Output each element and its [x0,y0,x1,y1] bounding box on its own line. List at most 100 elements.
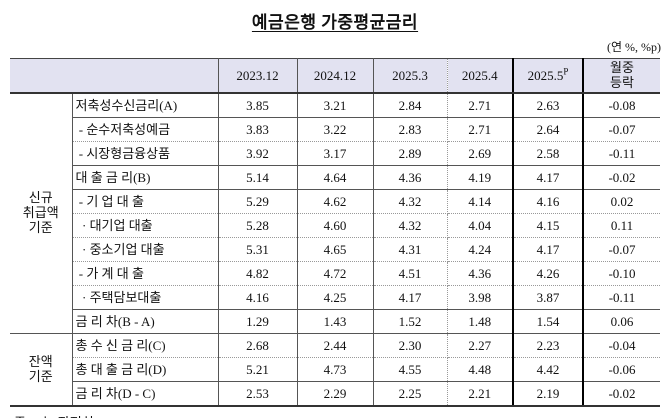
cell-value: 4.25 [297,285,374,310]
cell-value: 4.60 [297,213,374,238]
table-row: 잔액 기준 총 수 신 금 리(C) 2.68 2.44 2.30 2.27 2.… [10,333,660,407]
cell-value: 4.48 [447,357,513,382]
cell-value: 2.83 [373,117,448,142]
cell-value: 2.89 [373,141,448,166]
cell-value: 1.43 [297,309,374,334]
cell-value: -0.11 [583,285,660,310]
group-label-line: 기준 [28,219,53,235]
cell-value: 5.14 [218,165,298,190]
cell-value: 4.32 [373,189,448,214]
header-corner-cell [10,58,219,94]
cell-value: 2.71 [447,117,513,142]
row-label: 대 출 금 리(B) [71,165,219,190]
cell-value: 2.71 [447,93,513,118]
col-header-2025-4: 2025.4 [447,58,513,94]
group-label-balance-basis: 잔액 기준 [10,333,73,407]
table-row: 금 리 차(B - A) 1.29 1.43 1.52 1.48 1.54 0.… [10,309,660,334]
cell-value: 2.53 [218,381,298,407]
group-label-line: 기준 [28,368,53,384]
row-label: 금 리 차(B - A) [71,309,219,334]
cell-value: 4.15 [512,213,584,238]
cell-value: 3.21 [297,93,374,118]
cell-value: 4.16 [512,189,584,214]
row-label: - 순수저축성예금 [71,117,219,142]
row-label: 총 수 신 금 리(C) [71,333,219,358]
cell-value: 4.14 [447,189,513,214]
cell-value: 4.04 [447,213,513,238]
cell-value: 2.84 [373,93,448,118]
table-row: - 순수저축성예금 3.83 3.22 2.83 2.71 2.64 -0.07 [10,117,660,142]
cell-value: 2.30 [373,333,448,358]
cell-value: 4.31 [373,237,448,262]
cell-value: 3.85 [218,93,298,118]
cell-value: 4.62 [297,189,374,214]
row-label: - 시장형금융상품 [71,141,219,166]
cell-value: 4.51 [373,261,448,286]
cell-value: 4.19 [447,165,513,190]
cell-value: 4.65 [297,237,374,262]
cell-value: -0.06 [583,357,660,382]
cell-value: 2.58 [512,141,584,166]
cell-value: 2.69 [447,141,513,166]
table-row: 금 리 차(D - C) 2.53 2.29 2.25 2.21 2.19 -0… [10,381,660,407]
cell-value: 4.17 [373,285,448,310]
table-row: 신규 취급액 기준 저축성수신금리(A) 3.85 3.21 2.84 2.71 2… [10,93,660,334]
cell-value: -0.11 [583,141,660,166]
footnote: 주 : p는 잠정치 [14,412,670,418]
cell-value: -0.02 [583,165,660,190]
cell-value: 4.36 [447,261,513,286]
table-row: · 대기업 대출 5.28 4.60 4.32 4.04 4.15 0.11 [10,213,660,238]
group-label-line: 잔액 [28,353,53,369]
col-header-2023-12: 2023.12 [218,58,298,94]
cell-value: 2.29 [297,381,374,407]
cell-value: 5.29 [218,189,298,214]
cell-value: 4.24 [447,237,513,262]
cell-value: -0.10 [583,261,660,286]
cell-value: -0.07 [583,117,660,142]
row-label: 금 리 차(D - C) [71,381,219,407]
cell-value: 3.83 [218,117,298,142]
cell-value: 4.17 [512,237,584,262]
col-header-monthly-change-line2: 등락 [610,74,634,90]
table-row: 대 출 금 리(B) 5.14 4.64 4.36 4.19 4.17 -0.0… [10,165,660,190]
cell-value: 4.55 [373,357,448,382]
cell-value: 2.44 [297,333,374,358]
cell-value: 4.16 [218,285,298,310]
cell-value: 4.64 [297,165,374,190]
row-label: 총 대 출 금 리(D) [71,357,219,382]
col-header-2025-5p: 2025.5P [512,58,584,94]
cell-value: 3.22 [297,117,374,142]
row-label: - 가 계 대 출 [71,261,219,286]
unit-note: (연 %, %p) [606,40,661,54]
cell-value: 3.87 [512,285,584,310]
cell-value: 2.21 [447,381,513,407]
cell-value: 4.36 [373,165,448,190]
cell-value: 1.52 [373,309,448,334]
cell-value: -0.07 [583,237,660,262]
cell-value: 2.68 [218,333,298,358]
table-row: - 시장형금융상품 3.92 3.17 2.89 2.69 2.58 -0.11 [10,141,660,166]
row-label: · 대기업 대출 [71,213,219,238]
cell-value: 3.92 [218,141,298,166]
page-title-text: 예금은행 가중평균금리 [251,13,419,32]
table-row: 총 대 출 금 리(D) 5.21 4.73 4.55 4.48 4.42 -0… [10,357,660,382]
cell-value: 2.23 [512,333,584,358]
cell-value: 4.32 [373,213,448,238]
cell-value: 4.42 [512,357,584,382]
cell-value: 5.28 [218,213,298,238]
cell-value: -0.04 [583,333,660,358]
row-label: · 중소기업 대출 [71,237,219,262]
cell-value: 1.29 [218,309,298,334]
cell-value: 5.21 [218,357,298,382]
col-header-2024-12: 2024.12 [297,58,374,94]
cell-value: 4.73 [297,357,374,382]
table-row: · 중소기업 대출 5.31 4.65 4.31 4.24 4.17 -0.07 [10,237,660,262]
group-label-line: 취급액 [22,205,59,221]
table-row: - 기 업 대 출 5.29 4.62 4.32 4.14 4.16 0.02 [10,189,660,214]
table-row: - 가 계 대 출 4.82 4.72 4.51 4.36 4.26 -0.10 [10,261,660,286]
table-row: · 주택담보대출 4.16 4.25 4.17 3.98 3.87 -0.11 [10,285,660,310]
cell-value: 5.31 [218,237,298,262]
cell-value: 0.11 [583,213,660,238]
provisional-superscript: P [563,66,569,77]
